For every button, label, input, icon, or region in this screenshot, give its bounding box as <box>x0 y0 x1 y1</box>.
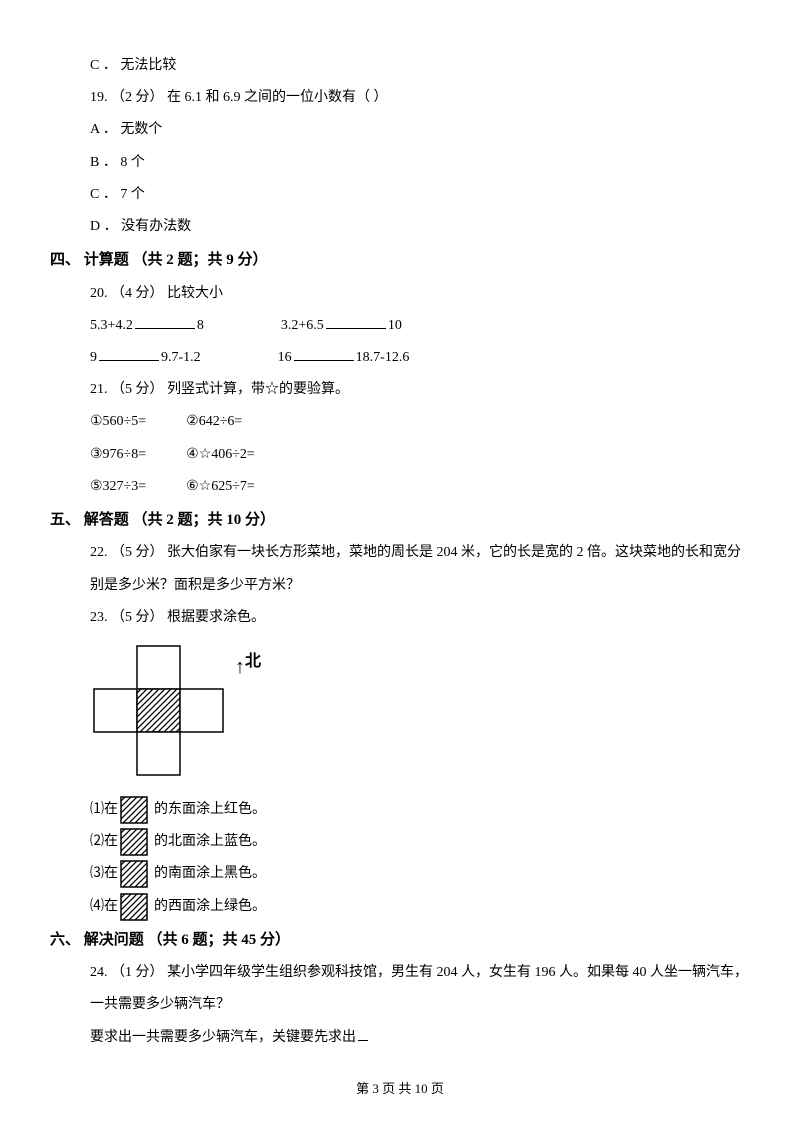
q21-row-3: ⑤327÷3= ⑥☆625÷7= <box>50 471 750 503</box>
q20-r2-rhs2: 18.7-12.6 <box>356 350 410 365</box>
blank <box>294 347 354 361</box>
q21-stem: 21. （5 分） 列竖式计算，带☆的要验算。 <box>50 374 750 406</box>
q23-sub-1: ⑴在 的东面涂上红色。 <box>50 794 750 826</box>
q23-stem: 23. （5 分） 根据要求涂色。 <box>50 602 750 634</box>
q20-r1-rhs1: 8 <box>197 318 204 333</box>
q19-option-b: B ． 8 个 <box>50 147 750 179</box>
cross-shape-figure: ↑ 北 <box>90 644 225 779</box>
q20-row-2: 9 9.7-1.2 16 18.7-12.6 <box>50 342 750 374</box>
q21-item-1: ①560÷5= <box>90 414 146 429</box>
q23-2-suffix: 的北面涂上蓝色。 <box>154 826 266 858</box>
hatched-square-icon <box>120 893 148 921</box>
q23-sub-3: ⑶在 的南面涂上黑色。 <box>50 858 750 890</box>
q23-1-prefix: ⑴在 <box>90 794 118 826</box>
section-4-title: 四、 计算题 （共 2 题；共 9 分） <box>50 243 750 278</box>
blank <box>326 315 386 329</box>
q23-3-suffix: 的南面涂上黑色。 <box>154 858 266 890</box>
q19-stem: 19. （2 分） 在 6.1 和 6.9 之间的一位小数有（ ） <box>50 82 750 114</box>
q23-3-prefix: ⑶在 <box>90 858 118 890</box>
hatched-square-icon <box>120 796 148 824</box>
q23-2-prefix: ⑵在 <box>90 826 118 858</box>
q21-row-1: ①560÷5= ②642÷6= <box>50 406 750 438</box>
q21-item-2: ②642÷6= <box>186 414 242 429</box>
blank <box>358 1027 368 1041</box>
north-label: 北 <box>245 644 261 681</box>
q23-sub-2: ⑵在 的北面涂上蓝色。 <box>50 826 750 858</box>
blank <box>99 347 159 361</box>
q23-4-suffix: 的西面涂上绿色。 <box>154 891 266 923</box>
q20-r1-lhs1: 5.3+4.2 <box>90 318 133 333</box>
q20-r2-lhs2: 16 <box>278 350 292 365</box>
q21-item-3: ③976÷8= <box>90 447 146 462</box>
q19-option-a: A ． 无数个 <box>50 114 750 146</box>
q19-option-d: D ． 没有办法数 <box>50 211 750 243</box>
blank <box>135 315 195 329</box>
section-5-title: 五、 解答题 （共 2 题；共 10 分） <box>50 503 750 538</box>
q20-row-1: 5.3+4.2 8 3.2+6.5 10 <box>50 310 750 342</box>
q23-sub-4: ⑷在 的西面涂上绿色。 <box>50 891 750 923</box>
q20-r1-lhs2: 3.2+6.5 <box>281 318 324 333</box>
section-6-title: 六、 解决问题 （共 6 题；共 45 分） <box>50 923 750 958</box>
page-footer: 第 3 页 共 10 页 <box>50 1074 750 1104</box>
q23-4-prefix: ⑷在 <box>90 891 118 923</box>
q20-r1-rhs2: 10 <box>388 318 402 333</box>
q21-row-2: ③976÷8= ④☆406÷2= <box>50 439 750 471</box>
q19-option-c: C ． 7 个 <box>50 179 750 211</box>
hatched-square-icon <box>120 860 148 888</box>
north-arrow-icon: ↑ <box>235 644 245 690</box>
q20-r2-lhs1: 9 <box>90 350 97 365</box>
hatched-square-icon <box>120 828 148 856</box>
q24: 24. （1 分） 某小学四年级学生组织参观科技馆，男生有 204 人，女生有 … <box>50 957 750 1021</box>
q20-stem: 20. （4 分） 比较大小 <box>50 278 750 310</box>
q21-item-4: ④☆406÷2= <box>186 447 255 462</box>
q18-option-c: C ． 无法比较 <box>50 50 750 82</box>
q21-item-6: ⑥☆625÷7= <box>186 479 255 494</box>
q20-r2-rhs1: 9.7-1.2 <box>161 350 201 365</box>
q21-item-5: ⑤327÷3= <box>90 479 146 494</box>
cross-shape-icon <box>90 644 225 779</box>
q24-sub: 要求出一共需要多少辆汽车，关键要先求出 <box>50 1022 750 1054</box>
q23-1-suffix: 的东面涂上红色。 <box>154 794 266 826</box>
q22: 22. （5 分） 张大伯家有一块长方形菜地，菜地的周长是 204 米，它的长是… <box>50 537 750 601</box>
